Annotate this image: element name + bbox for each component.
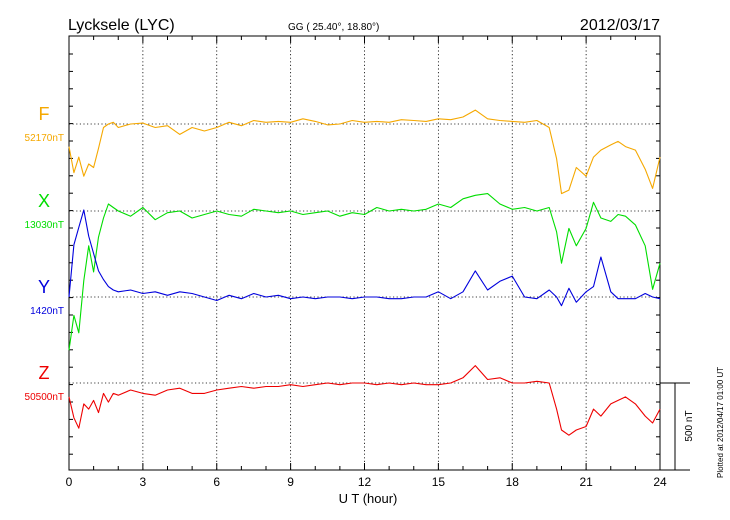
scale-bar-label: 500 nT	[684, 410, 695, 441]
grid-lines	[69, 36, 660, 470]
series-baseline-label: 52170nT	[25, 133, 64, 144]
series-labels: F 52170nT X 13030nT Y 1420nT Z 50500nT	[25, 104, 64, 403]
x-axis-ticks: 0 3 6 9 12 15 18 21 24	[66, 36, 667, 489]
series-line-z	[68, 365, 661, 436]
x-tick-label: 15	[432, 475, 446, 489]
x-tick-label: 6	[213, 475, 220, 489]
series-baseline-label: 50500nT	[25, 392, 64, 403]
x-tick-label: 0	[66, 475, 73, 489]
scale-bar: 500 nT	[660, 382, 695, 471]
series-line-x	[68, 193, 661, 351]
series-name-label: Y	[38, 277, 50, 297]
x-tick-label: 9	[287, 475, 294, 489]
station-title: Lycksele (LYC)	[68, 17, 175, 34]
plotted-timestamp: Plotted at 2012/04/17 01:00 UT	[716, 367, 725, 478]
x-tick-label: 12	[358, 475, 372, 489]
x-tick-label: 21	[579, 475, 593, 489]
series-line-f	[68, 109, 661, 195]
geographic-coordinates: GG ( 25.40°, 18.80°)	[288, 22, 379, 33]
x-tick-label: 18	[506, 475, 520, 489]
series-baseline-label: 1420nT	[30, 306, 64, 317]
x-axis-title: U T (hour)	[339, 491, 398, 506]
x-tick-label: 3	[140, 475, 147, 489]
series-name-label: F	[39, 104, 50, 124]
series-name-label: Z	[39, 363, 50, 383]
x-tick-label: 24	[653, 475, 667, 489]
series-traces	[68, 109, 661, 436]
series-baseline-label: 13030nT	[25, 220, 64, 231]
plot-date: 2012/03/17	[580, 17, 660, 34]
series-name-label: X	[38, 191, 50, 211]
series-line-y	[68, 209, 661, 307]
